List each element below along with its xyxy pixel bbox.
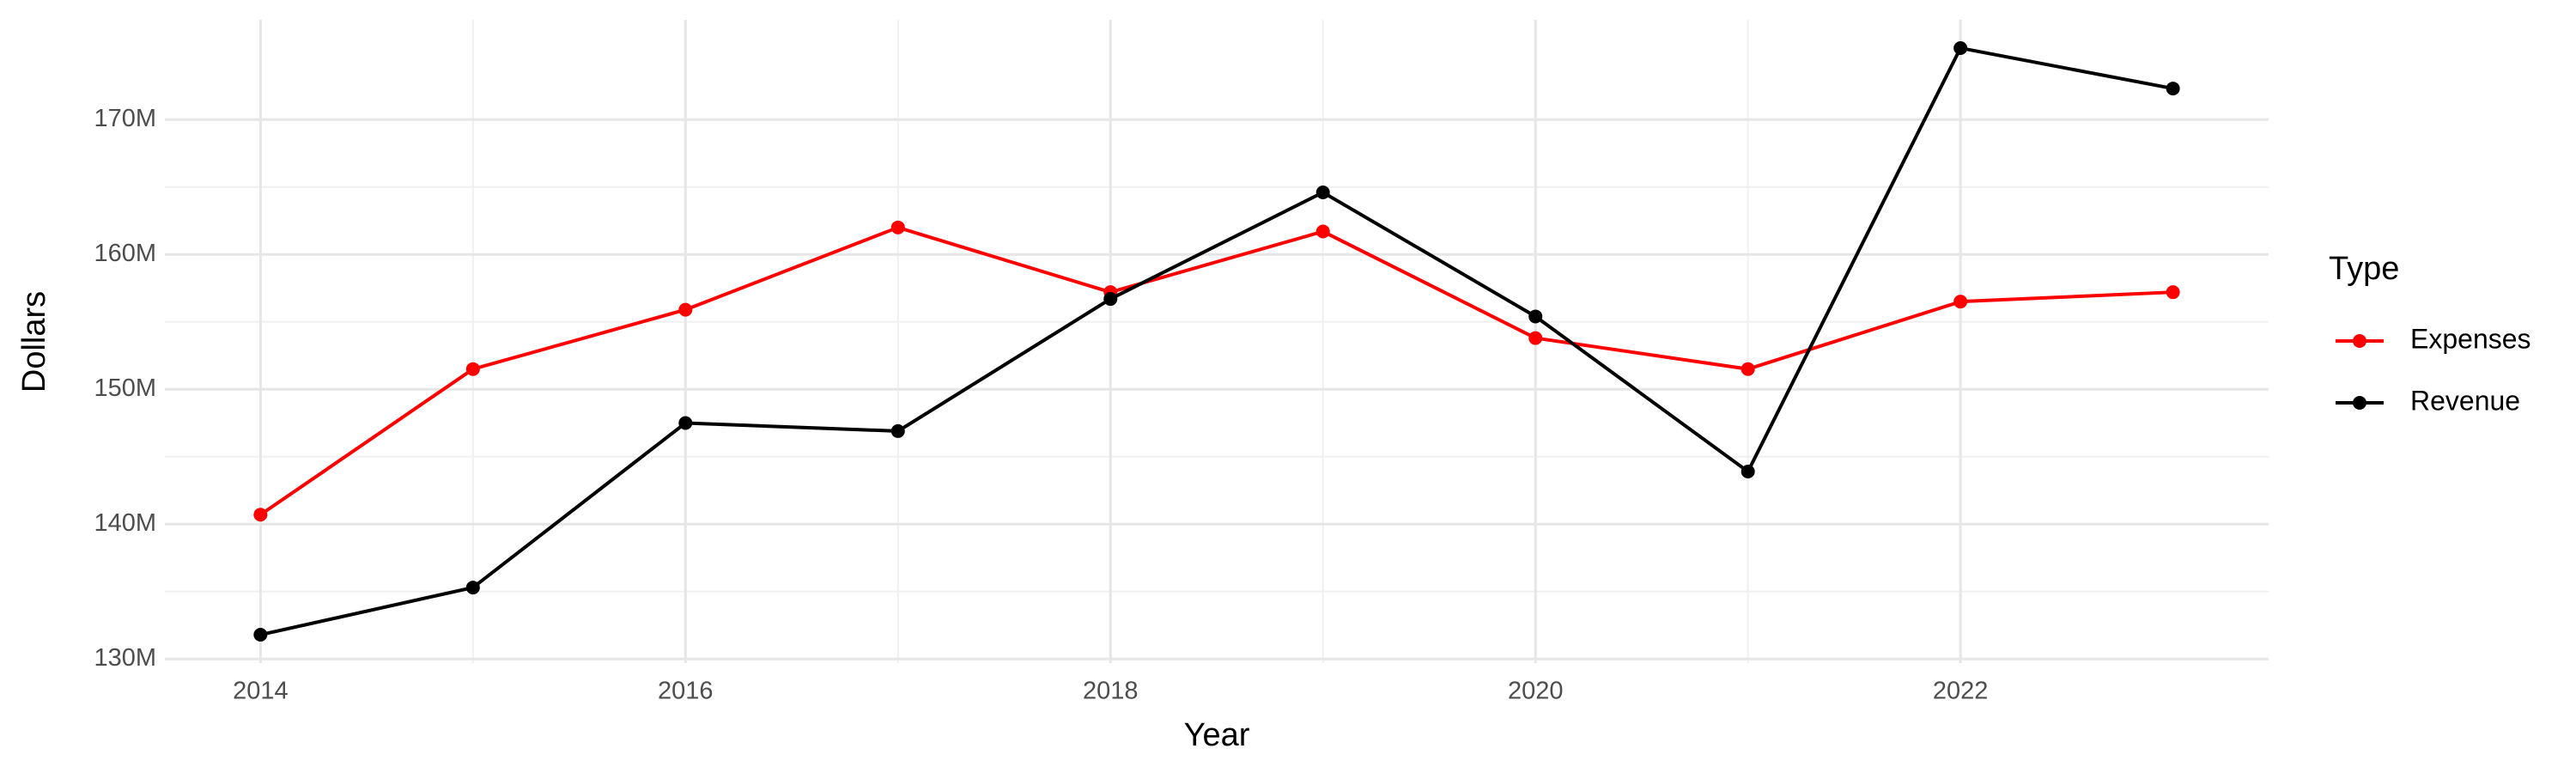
x-tick-label: 2016 xyxy=(658,678,714,705)
point xyxy=(1315,224,1330,239)
y-tick-label: 160M xyxy=(94,240,156,267)
series-line xyxy=(259,225,2173,516)
legend-label: Revenue xyxy=(2410,385,2520,416)
x-tick-label: 2020 xyxy=(1508,678,1564,705)
point xyxy=(1953,295,1968,309)
point xyxy=(1528,331,1543,345)
point xyxy=(1103,292,1118,307)
y-axis-title: Dollars xyxy=(16,291,52,393)
legend-label: Expenses xyxy=(2410,323,2531,354)
point xyxy=(1741,362,1755,376)
point xyxy=(1741,465,1755,479)
point xyxy=(678,416,693,430)
legend-key-point xyxy=(2353,334,2366,348)
series-line xyxy=(259,46,2174,636)
point xyxy=(890,220,905,234)
point xyxy=(2166,285,2180,300)
y-tick-label: 130M xyxy=(94,644,156,672)
point xyxy=(1528,309,1543,324)
point xyxy=(1315,185,1330,199)
y-tick-label: 150M xyxy=(94,374,156,402)
y-tick-label: 140M xyxy=(94,509,156,537)
point xyxy=(253,508,268,522)
y-tick-label: 170M xyxy=(94,105,156,132)
x-axis-title: Year xyxy=(1184,717,1250,753)
x-tick-label: 2014 xyxy=(233,678,289,705)
point xyxy=(890,423,905,438)
point xyxy=(465,362,480,376)
legend-key-point xyxy=(2353,396,2366,410)
x-tick-label: 2022 xyxy=(1933,678,1989,705)
legend-title: Type xyxy=(2329,251,2399,287)
point xyxy=(678,302,693,317)
point xyxy=(1953,40,1968,55)
x-tick-label: 2018 xyxy=(1083,678,1139,705)
point xyxy=(2166,82,2180,96)
point xyxy=(253,628,268,642)
point xyxy=(465,581,480,595)
